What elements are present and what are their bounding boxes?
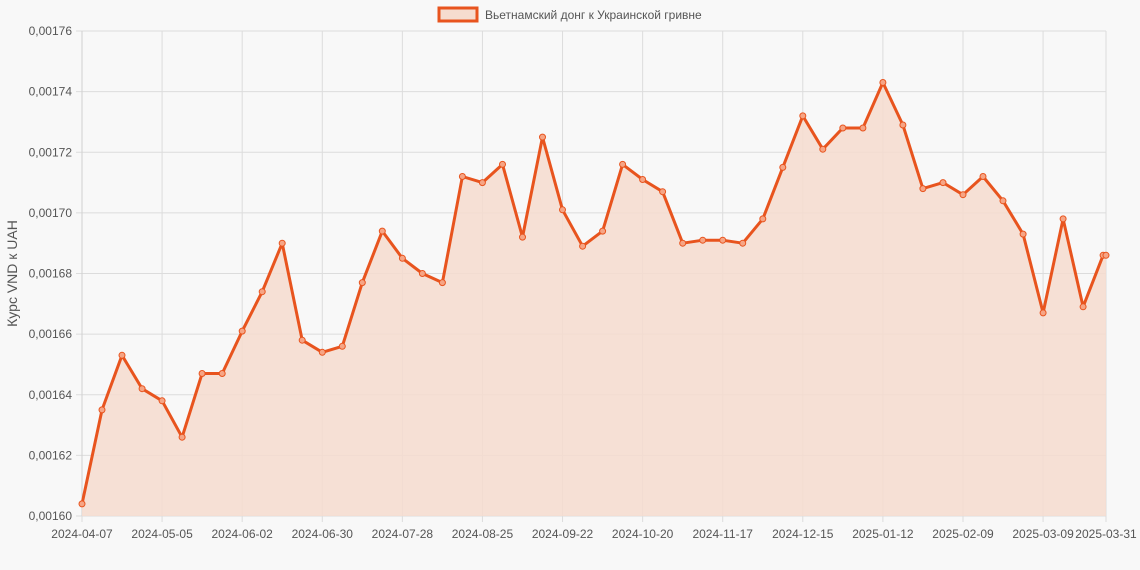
data-point[interactable] xyxy=(278,239,286,247)
y-axis-title: Курс VND к UAH xyxy=(4,220,20,327)
data-point[interactable] xyxy=(418,270,426,277)
x-tick-label: 2025-03-31 xyxy=(1075,527,1137,541)
data-point[interactable] xyxy=(639,176,647,183)
data-point[interactable] xyxy=(178,433,186,441)
x-tick-label: 2024-12-15 xyxy=(772,527,834,541)
data-point[interactable] xyxy=(138,385,146,393)
data-point[interactable] xyxy=(879,79,887,86)
x-tick-label: 2024-07-28 xyxy=(372,527,434,541)
y-tick-label: 0,00170 xyxy=(29,206,73,220)
legend-swatch[interactable] xyxy=(437,6,479,23)
data-point[interactable] xyxy=(1059,215,1067,223)
data-point[interactable] xyxy=(378,227,386,235)
data-point[interactable] xyxy=(739,239,747,247)
x-tick-label: 2024-09-22 xyxy=(532,527,594,541)
data-point[interactable] xyxy=(919,185,927,193)
x-tick-label: 2025-02-09 xyxy=(932,527,994,541)
data-point[interactable] xyxy=(659,188,667,196)
legend[interactable]: Вьетнамский донг к Украинской гривне xyxy=(437,6,702,23)
x-tick-label: 2024-11-17 xyxy=(692,527,753,541)
y-tick-label: 0,00160 xyxy=(29,509,73,523)
data-point[interactable] xyxy=(679,239,687,247)
data-point[interactable] xyxy=(819,145,827,153)
data-point[interactable] xyxy=(218,370,226,377)
data-point[interactable] xyxy=(599,227,607,235)
data-point[interactable] xyxy=(799,112,807,120)
x-tick-label: 2024-06-02 xyxy=(211,527,273,541)
data-point[interactable] xyxy=(759,215,767,223)
data-point[interactable] xyxy=(1079,303,1087,311)
x-tick-label: 2025-01-12 xyxy=(852,527,914,541)
data-point[interactable] xyxy=(699,236,707,244)
data-point[interactable] xyxy=(1019,230,1027,238)
data-point[interactable] xyxy=(939,179,947,187)
data-point[interactable] xyxy=(1039,309,1047,317)
data-point[interactable] xyxy=(118,351,126,359)
data-point[interactable] xyxy=(438,279,446,287)
data-point[interactable] xyxy=(238,327,246,335)
data-point[interactable] xyxy=(478,179,486,187)
data-point[interactable] xyxy=(999,197,1007,205)
data-point[interactable] xyxy=(358,279,366,287)
data-point[interactable] xyxy=(158,397,166,405)
data-point[interactable] xyxy=(619,160,627,168)
data-point[interactable] xyxy=(519,233,526,241)
y-tick-label: 0,00168 xyxy=(29,267,73,281)
data-point[interactable] xyxy=(78,500,86,508)
data-point[interactable] xyxy=(198,370,206,377)
data-point[interactable] xyxy=(398,254,406,262)
data-point[interactable] xyxy=(539,133,546,141)
data-point[interactable] xyxy=(499,160,506,168)
data-point[interactable] xyxy=(258,288,266,296)
series-area xyxy=(82,82,1106,516)
data-point[interactable] xyxy=(1102,251,1110,259)
data-point[interactable] xyxy=(859,124,867,132)
area-fill xyxy=(82,82,1106,516)
y-axis-ticks: 0,00160 0,00162 0,00164 0,00166 0,00168 0,001… xyxy=(29,24,73,523)
data-point[interactable] xyxy=(899,121,907,129)
x-tick-label: 2024-05-05 xyxy=(131,527,193,541)
y-tick-label: 0,00162 xyxy=(29,448,73,462)
y-tick-label: 0,00172 xyxy=(29,145,73,159)
data-point[interactable] xyxy=(839,124,847,132)
data-point[interactable] xyxy=(298,336,306,344)
x-tick-label: 2024-10-20 xyxy=(612,527,674,541)
data-point[interactable] xyxy=(779,163,787,171)
data-point[interactable] xyxy=(719,236,727,244)
data-point[interactable] xyxy=(318,348,326,356)
x-tick-label: 2024-04-07 xyxy=(51,527,113,541)
y-tick-label: 0,00164 xyxy=(29,388,73,402)
data-point[interactable] xyxy=(458,173,466,180)
y-tick-label: 0,00166 xyxy=(29,327,73,341)
y-tick-label: 0,00174 xyxy=(29,85,73,99)
x-tick-label: 2024-08-25 xyxy=(452,527,514,541)
data-point[interactable] xyxy=(959,191,967,199)
data-point[interactable] xyxy=(338,342,346,350)
legend-label[interactable]: Вьетнамский донг к Украинской гривне xyxy=(485,8,702,22)
data-points xyxy=(78,79,1110,508)
data-point[interactable] xyxy=(579,242,587,250)
data-point[interactable] xyxy=(979,173,987,180)
y-tick-label: 0,00176 xyxy=(29,24,73,38)
data-point[interactable] xyxy=(559,206,566,214)
x-tick-label: 2024-06-30 xyxy=(292,527,354,541)
x-tick-label: 2025-03-09 xyxy=(1012,527,1074,541)
data-point[interactable] xyxy=(98,406,106,414)
x-axis-ticks: 2024-04-07 2024-05-05 2024-06-02 2024-06-30… xyxy=(51,527,1137,541)
